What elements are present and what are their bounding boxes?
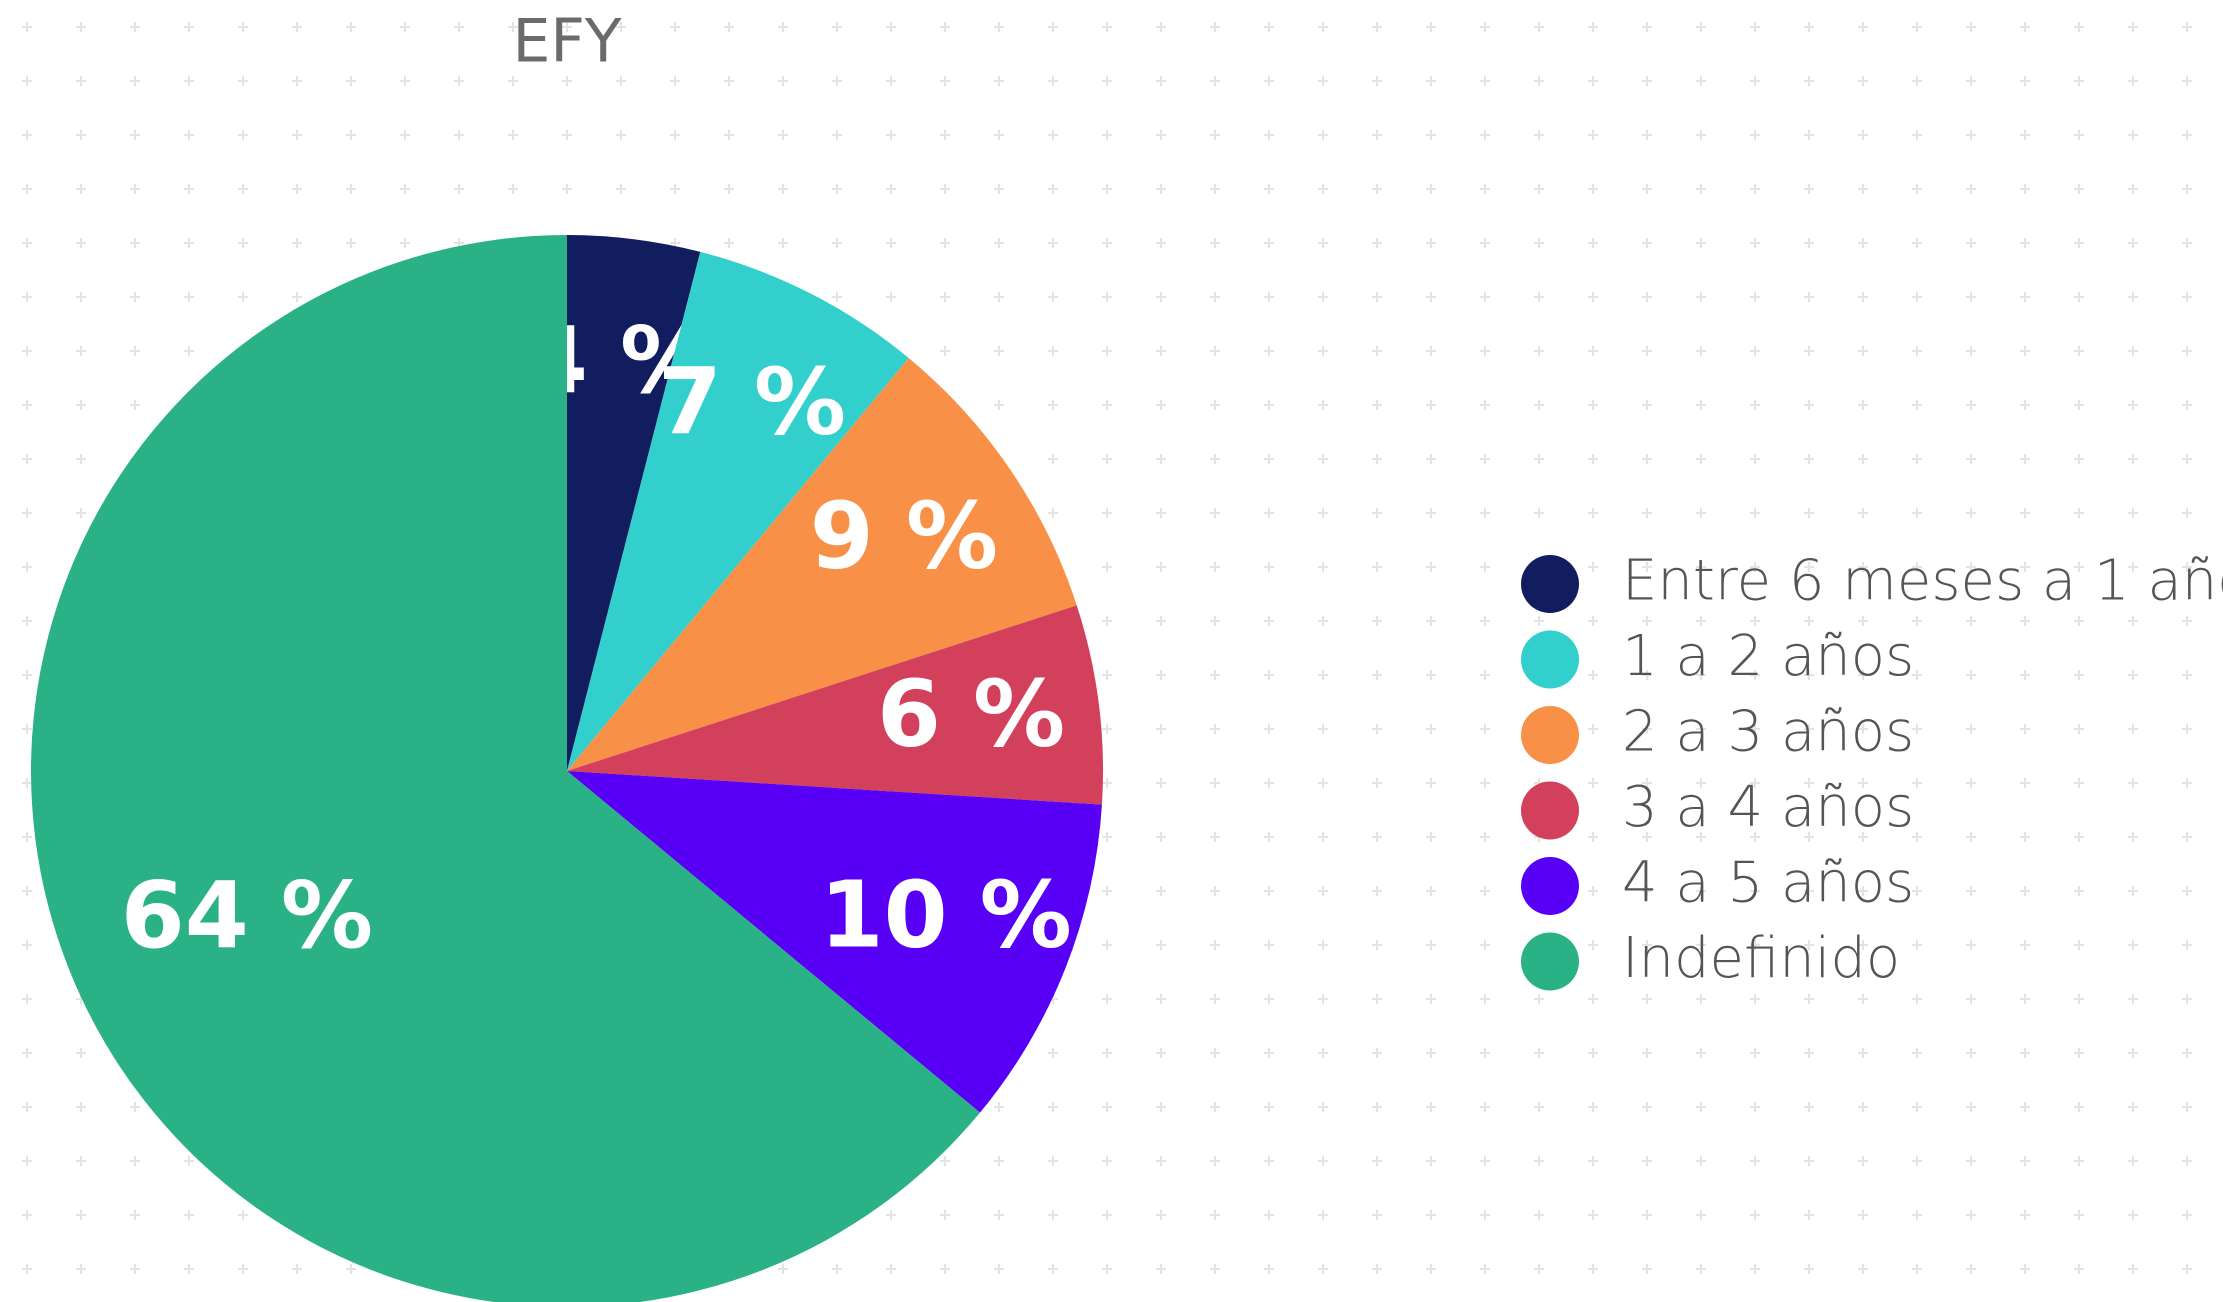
legend-swatch: [1521, 555, 1579, 613]
pie-slice: [567, 235, 701, 771]
pie-slice: [567, 251, 909, 772]
pie: 4 %7 %9 %6 %10 %64 %: [31, 235, 1103, 1302]
value-label: 9 %: [810, 482, 998, 589]
value-label: 10 %: [820, 861, 1072, 968]
legend-label: Indefinido: [1622, 926, 1900, 991]
legend-swatch: [1521, 781, 1579, 840]
value-label: 64 %: [121, 862, 373, 969]
legend-label: 4 a 5 años: [1622, 850, 1914, 915]
legend-swatch: [1521, 706, 1579, 764]
legend-swatch: [1521, 630, 1579, 689]
legend-label: Entre 6 meses a 1 año: [1622, 548, 2223, 613]
pie-slice: [31, 235, 980, 1302]
legend-label: 2 a 3 años: [1622, 699, 1914, 764]
value-label: 6 %: [877, 660, 1065, 767]
legend-label: 1 a 2 años: [1622, 624, 1914, 689]
chart-title: EFY: [512, 7, 621, 77]
legend-label: 3 a 4 años: [1622, 775, 1914, 840]
legend: Entre 6 meses a 1 año 1 a 2 años 2 a 3 año…: [1521, 548, 2223, 991]
legend-swatch: [1521, 857, 1579, 915]
pie-slice: [567, 358, 1077, 771]
pie-slice: [567, 771, 1102, 1113]
pie-slice: [567, 605, 1103, 805]
legend-swatch: [1521, 932, 1579, 991]
value-label: 7 %: [658, 348, 846, 455]
